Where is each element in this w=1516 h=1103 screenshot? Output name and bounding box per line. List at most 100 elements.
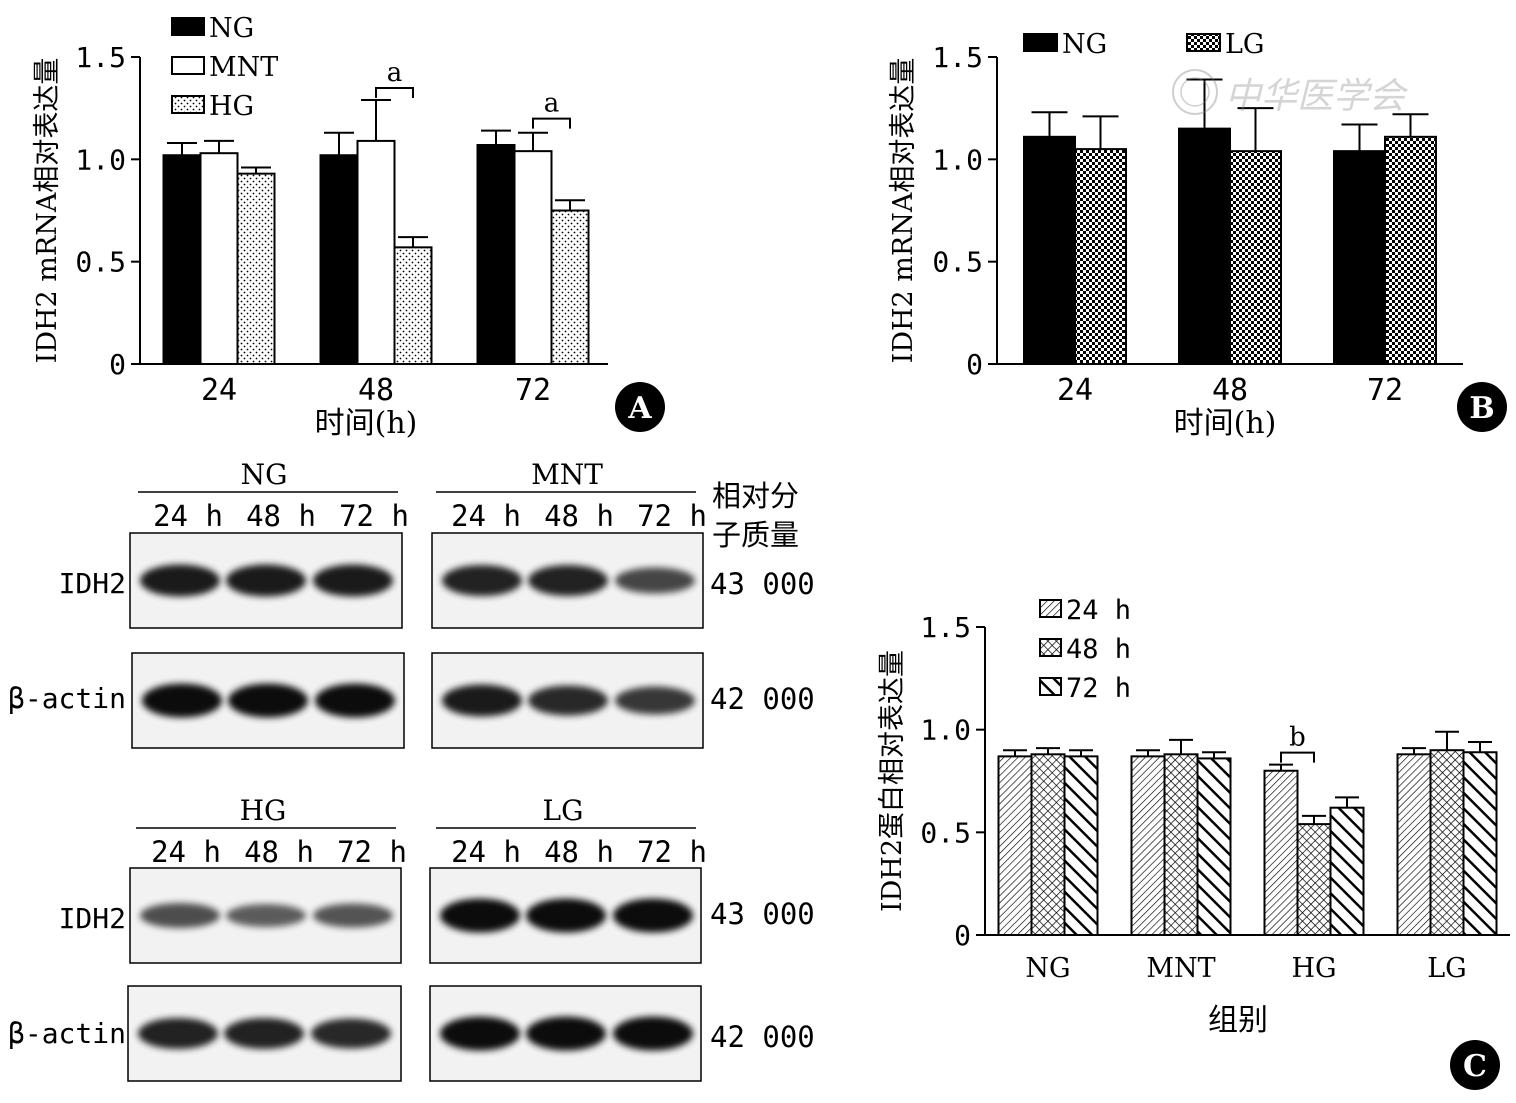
significance-bracket	[1280, 751, 1315, 763]
significance-bracket	[532, 117, 571, 129]
blot-band	[228, 683, 308, 718]
y-tick-label: 0	[109, 348, 126, 381]
legend-label: HG	[209, 91, 254, 122]
y-tick-label: 0.5	[75, 246, 126, 279]
blot-lane-label: 24 h	[151, 835, 221, 869]
legend-swatch	[1039, 599, 1062, 618]
x-axis-label: 组别	[1208, 1003, 1268, 1038]
y-tick-label: 1.0	[932, 143, 983, 176]
y-tick-label: 0.5	[920, 816, 971, 849]
blot-group-label: HG	[240, 794, 287, 827]
bar	[1074, 148, 1127, 365]
blot-band	[140, 903, 220, 928]
blot-band	[140, 564, 220, 597]
blot-band	[440, 1016, 520, 1051]
blot-lane-label: 72 h	[337, 835, 407, 869]
bar	[319, 154, 359, 365]
x-tick-label: 48	[1212, 373, 1248, 408]
x-tick-label: 48	[358, 373, 394, 408]
bar	[1333, 150, 1386, 365]
bar	[162, 154, 202, 365]
blot-band	[615, 686, 695, 715]
legend-label: 72 h	[1066, 673, 1131, 704]
x-tick-label: LG	[1427, 953, 1467, 984]
blot-band	[142, 683, 222, 718]
legend-label: LG	[1225, 29, 1265, 60]
bar	[1196, 757, 1232, 936]
blot-lane-label: 48 h	[246, 499, 316, 533]
y-tick-label: 0.5	[932, 246, 983, 279]
y-tick-label: 1.5	[920, 611, 971, 644]
svg-text:C: C	[1463, 1049, 1487, 1084]
blot-band	[526, 1016, 606, 1051]
bar	[1462, 751, 1498, 937]
legend-label: NG	[1062, 29, 1107, 60]
legend-swatch	[171, 56, 205, 75]
blot-group-label: MNT	[531, 458, 603, 491]
significance-label: a	[387, 58, 403, 88]
blot-band	[615, 567, 695, 594]
legend-label: MNT	[209, 52, 278, 83]
bar	[513, 150, 553, 365]
significance-label: a	[544, 89, 560, 119]
bar	[199, 152, 239, 365]
legend-label: 48 h	[1066, 634, 1131, 665]
y-axis-label: IDH2 mRNA相对表达量	[888, 58, 919, 364]
bar	[1396, 753, 1432, 936]
legend-swatch	[1186, 33, 1221, 52]
blot-molecular-weight: 43 000	[710, 567, 815, 601]
blot-lane-label: 48 h	[244, 835, 314, 869]
x-tick-label: 72	[515, 373, 551, 408]
x-tick-label: 24	[1057, 373, 1093, 408]
blot-group-label: LG	[543, 794, 584, 827]
blot-band	[226, 564, 306, 597]
blot-band	[311, 1018, 391, 1049]
y-tick-label: 1.0	[75, 143, 126, 176]
x-axis-label: 时间(h)	[1174, 406, 1277, 441]
significance-bracket	[375, 86, 414, 98]
svg-text:A: A	[627, 391, 652, 426]
legend-swatch	[1023, 33, 1058, 52]
blot-band	[442, 684, 522, 717]
blot-band	[613, 1016, 693, 1051]
bar	[1384, 135, 1437, 365]
bar	[1178, 127, 1231, 365]
blot-group-label: NG	[241, 458, 288, 491]
watermark-logo: 中华医学会	[1172, 69, 1409, 117]
legend-swatch	[1039, 638, 1062, 657]
bar	[236, 172, 276, 365]
blot-lane-label: 24 h	[451, 835, 521, 869]
bar	[356, 139, 396, 365]
blot-band	[226, 904, 306, 927]
blot-molecular-weight: 42 000	[710, 682, 815, 716]
bar	[1063, 755, 1099, 936]
blot-band	[440, 898, 520, 933]
legend-swatch	[1039, 677, 1062, 696]
bar	[550, 209, 590, 365]
y-axis-label: IDH2蛋白相对表达量	[877, 650, 908, 912]
y-tick-label: 0	[954, 919, 971, 952]
blot-band	[313, 903, 393, 928]
y-axis-label: IDH2 mRNA相对表达量	[32, 58, 63, 364]
svg-text:中华医学会: 中华医学会	[1225, 76, 1409, 117]
x-tick-label: NG	[1025, 953, 1070, 984]
legend-swatch	[171, 17, 205, 36]
western-blot-panel: NG 24 h 48 h 72 h MNT 24 h 48 h 72 h HG 24 h 48 h 7…	[8, 458, 815, 1082]
bar	[476, 144, 516, 365]
blot-band	[528, 685, 608, 716]
bar	[997, 755, 1033, 936]
x-tick-label: HG	[1291, 953, 1336, 984]
blot-band	[528, 565, 608, 596]
x-tick-label: 72	[1367, 373, 1403, 408]
bar	[1329, 806, 1365, 937]
bar	[1429, 749, 1465, 937]
blot-lane-label: 24 h	[153, 499, 223, 533]
significance-label: b	[1289, 723, 1306, 753]
blot-band	[138, 1018, 218, 1049]
x-axis-label: 时间(h)	[315, 406, 418, 441]
blot-band	[224, 1018, 304, 1049]
blot-lane-label: 48 h	[544, 499, 614, 533]
